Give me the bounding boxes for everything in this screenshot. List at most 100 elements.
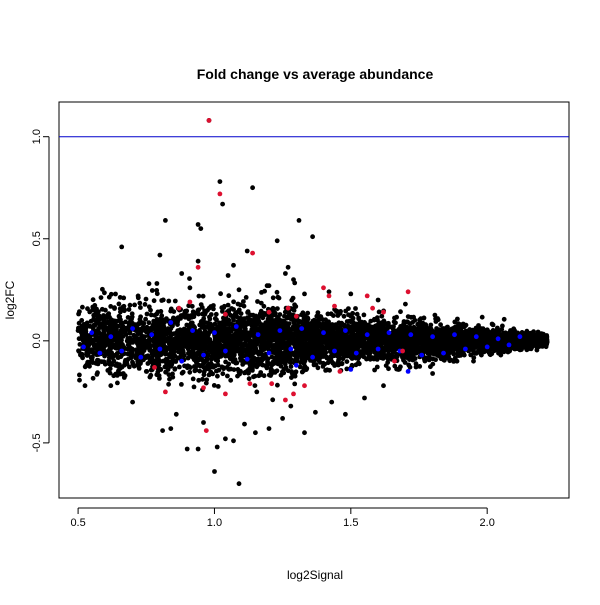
data-point xyxy=(84,329,89,334)
data-point xyxy=(258,311,263,316)
data-point xyxy=(254,350,259,355)
data-point xyxy=(275,315,280,320)
data-point xyxy=(244,295,249,300)
y-tick-label: -0.5 xyxy=(31,433,43,452)
data-point xyxy=(260,315,265,320)
data-point xyxy=(122,363,127,368)
data-point xyxy=(406,346,411,351)
data-point xyxy=(250,358,255,363)
data-point xyxy=(167,331,172,336)
data-point xyxy=(221,339,226,344)
data-point xyxy=(359,320,364,325)
data-point xyxy=(393,320,398,325)
data-point xyxy=(180,371,185,376)
data-point xyxy=(306,345,311,350)
data-point xyxy=(398,309,403,314)
data-point xyxy=(122,308,127,313)
data-point xyxy=(269,371,274,376)
data-point xyxy=(235,374,240,379)
data-point xyxy=(84,323,89,328)
data-point xyxy=(200,363,205,368)
data-point xyxy=(262,311,267,316)
data-point xyxy=(275,345,280,350)
data-point xyxy=(204,377,209,382)
data-point xyxy=(199,322,204,327)
data-point xyxy=(249,350,254,355)
data-point xyxy=(80,352,85,357)
data-point xyxy=(283,310,288,315)
data-point xyxy=(115,381,120,386)
data-point xyxy=(242,304,247,309)
y-tick-label: 0.5 xyxy=(31,231,43,246)
data-point xyxy=(394,315,399,320)
data-point xyxy=(408,365,413,370)
data-point xyxy=(231,299,236,304)
data-point xyxy=(241,299,246,304)
data-point xyxy=(143,302,148,307)
data-point xyxy=(87,339,92,344)
data-point xyxy=(434,326,439,331)
data-point xyxy=(117,302,122,307)
data-point xyxy=(173,366,178,371)
data-point xyxy=(216,384,221,389)
data-point xyxy=(138,314,143,319)
x-tick-label: 2.0 xyxy=(480,517,495,529)
data-point xyxy=(179,349,184,354)
data-point xyxy=(161,298,166,303)
data-point xyxy=(76,312,81,317)
data-point xyxy=(137,301,142,306)
data-point xyxy=(380,321,385,326)
data-point xyxy=(346,306,351,311)
data-point xyxy=(115,351,120,356)
data-point xyxy=(155,281,160,286)
data-point xyxy=(93,318,98,323)
data-point xyxy=(184,323,189,328)
data-point xyxy=(278,352,283,357)
data-point xyxy=(186,347,191,352)
data-point xyxy=(83,383,88,388)
data-point xyxy=(453,356,458,361)
data-point xyxy=(144,355,149,360)
data-point xyxy=(202,312,207,317)
data-point xyxy=(385,360,390,365)
data-point xyxy=(226,367,231,372)
data-point xyxy=(191,309,196,314)
data-point xyxy=(207,347,212,352)
data-point xyxy=(250,327,255,332)
data-point xyxy=(127,307,132,312)
data-point xyxy=(191,355,196,360)
chart-title: Fold change vs average abundance xyxy=(197,66,434,82)
data-point xyxy=(289,364,294,369)
data-point xyxy=(300,340,305,345)
data-point xyxy=(144,297,149,302)
data-point xyxy=(96,338,101,343)
data-point xyxy=(170,346,175,351)
data-point xyxy=(281,358,286,363)
data-point xyxy=(99,295,104,300)
data-point xyxy=(121,296,126,301)
data-point xyxy=(226,293,231,298)
data-point xyxy=(292,382,297,387)
data-point xyxy=(187,276,192,281)
data-point xyxy=(351,346,356,351)
data-point xyxy=(336,313,341,318)
data-point xyxy=(94,307,99,312)
data-point xyxy=(143,317,148,322)
data-point xyxy=(363,346,368,351)
data-point xyxy=(102,337,107,342)
x-tick-label: 0.5 xyxy=(70,517,85,529)
data-point xyxy=(175,328,180,333)
data-point xyxy=(291,307,296,312)
data-point xyxy=(205,308,210,313)
data-point xyxy=(167,355,172,360)
data-point xyxy=(502,317,507,322)
data-point xyxy=(85,353,90,358)
data-point xyxy=(197,294,202,299)
data-point xyxy=(321,364,326,369)
data-point xyxy=(275,383,280,388)
data-point xyxy=(529,333,534,338)
data-point xyxy=(350,356,355,361)
data-point xyxy=(371,333,376,338)
